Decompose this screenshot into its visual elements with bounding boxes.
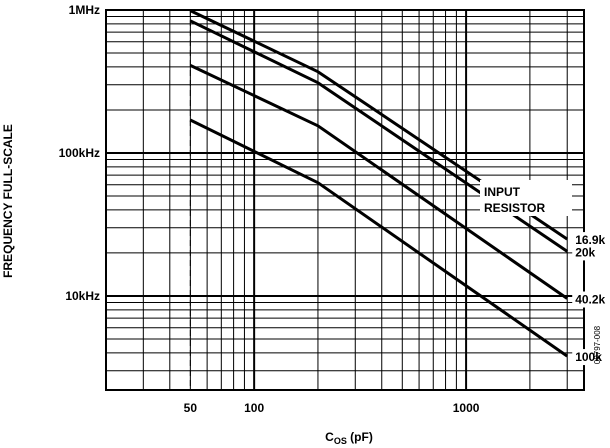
annotation-resistor: RESISTOR bbox=[484, 201, 545, 215]
y-axis-title: FREQUENCY FULL-SCALE bbox=[1, 124, 15, 278]
series-line-100k bbox=[189, 118, 569, 358]
y-tick-label: 10kHz bbox=[65, 289, 100, 303]
x-tick-label: 1000 bbox=[453, 401, 480, 415]
series-label-100k: 100k bbox=[575, 350, 602, 364]
series-label-bg-20k bbox=[572, 244, 603, 261]
x-axis-title: COS (pF) bbox=[325, 430, 373, 446]
x-tick-label: 100 bbox=[244, 401, 264, 415]
annotation-background bbox=[480, 180, 572, 216]
minor-grid bbox=[106, 10, 584, 390]
series-label-40.2k: 40.2k bbox=[575, 293, 605, 307]
tick-labels: 50 100 1000 10kHz 100kHz 1MHz bbox=[59, 3, 480, 415]
plot-frame bbox=[105, 9, 585, 391]
series-line-40.2k bbox=[189, 64, 569, 300]
series-label-20k: 20k bbox=[575, 245, 595, 259]
annotation-input: INPUT bbox=[484, 185, 521, 199]
series-label-bg-40.2k bbox=[572, 291, 610, 308]
y-tick-label: 1MHz bbox=[69, 3, 100, 17]
series-label-bg-16.9k bbox=[572, 232, 610, 249]
x-tick-label: 50 bbox=[184, 401, 198, 415]
figure-id: 00797-008 bbox=[593, 325, 602, 364]
series-label-16.9k: 16.9k bbox=[575, 233, 605, 247]
major-grid bbox=[106, 10, 584, 390]
y-tick-label: 100kHz bbox=[59, 146, 100, 160]
series-label-bg-100k bbox=[572, 349, 610, 366]
series-line-20k bbox=[189, 19, 569, 253]
